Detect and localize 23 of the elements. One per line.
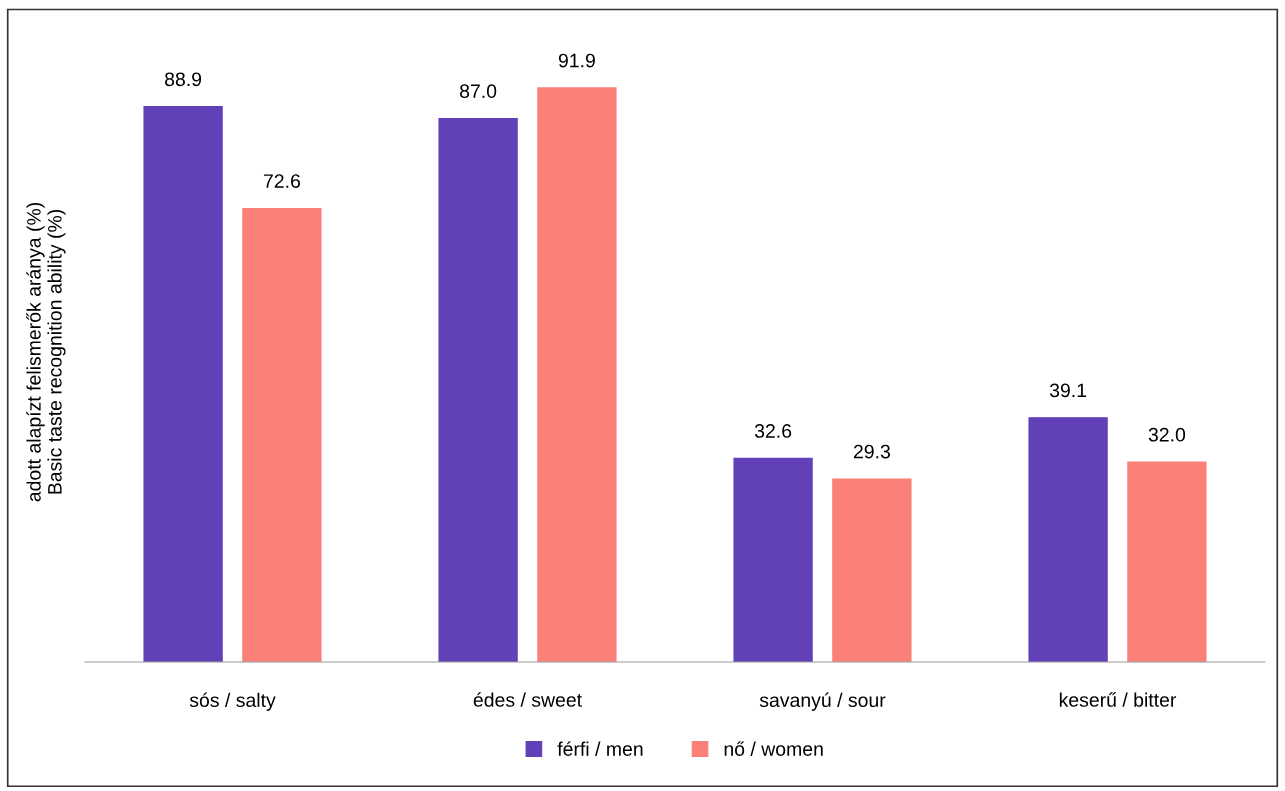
bar [242,207,322,662]
legend-label: férfi / men [557,741,643,756]
data-label: 39.1 [1049,383,1087,398]
bar [832,478,912,662]
bar [438,117,518,662]
x-tick-label: sós / salty [189,692,276,711]
data-label: 29.3 [853,444,890,459]
data-label: 87.0 [460,84,497,99]
data-label: 32.6 [754,424,792,438]
y-axis-title: adott alapízt felismerők aránya (%) Basic taste recognition ability (%) [26,202,66,502]
data-label: 91.9 [558,53,595,68]
x-tick-label: keserű / bitter [1059,692,1177,707]
data-label: 72.6 [263,174,300,188]
bar [1127,461,1207,662]
bar [1028,417,1108,662]
x-tick-label: édes / sweet [473,692,582,707]
bar [143,106,223,662]
bar [733,457,813,662]
data-label: 32.0 [1148,427,1186,442]
data-label: 88.9 [165,72,202,87]
legend-label: nő / women [724,741,823,756]
bar [537,87,617,662]
x-tick-label: savanyú / sour [759,692,886,711]
